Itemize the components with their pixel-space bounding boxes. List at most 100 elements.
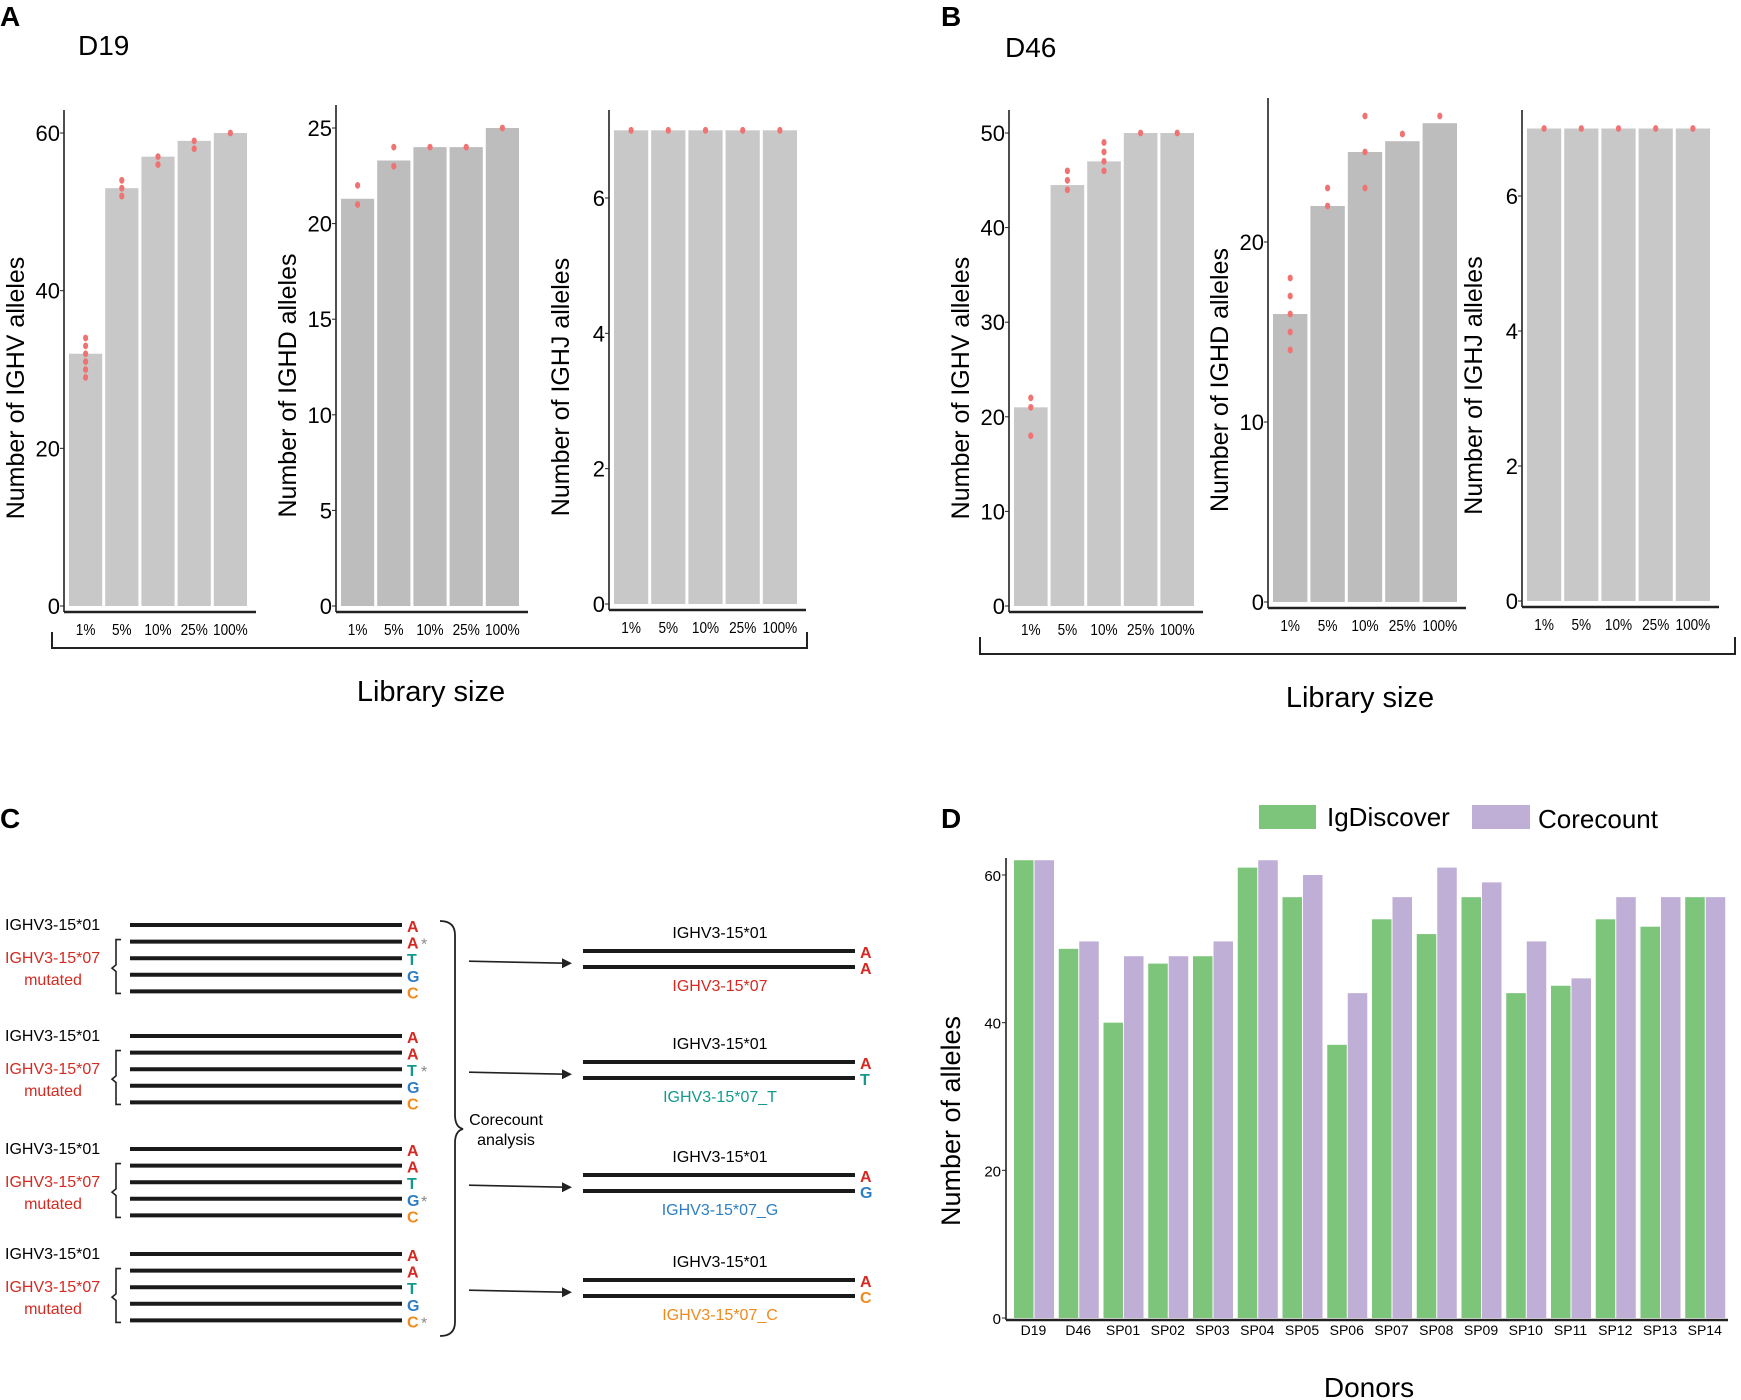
replicate-point [83, 334, 89, 342]
result-base: A [860, 945, 872, 962]
bar-100% [485, 128, 519, 606]
x-tick-label: D19 [1021, 1322, 1047, 1338]
chart-B-IGHV: 1% 5% 10% 25% 100% 0 10 20 30 40 50 Number of IGHV … [947, 110, 1203, 639]
x-tick-label: 5% [658, 620, 678, 637]
replicate-point [1287, 346, 1293, 354]
replicate-point [119, 184, 125, 192]
bar-corecount-SP01 [1124, 956, 1144, 1318]
replicate-point [1615, 125, 1622, 132]
base-T: T [407, 1176, 417, 1193]
y-tick-label: 0 [48, 594, 60, 619]
bar-corecount-SP02 [1168, 956, 1189, 1318]
bar-100% [1422, 123, 1457, 602]
x-tick-label: 10% [144, 622, 171, 639]
panel-a-xlabel: Library size [357, 676, 505, 708]
result-novel-allele-label: IGHV3-15*07 [672, 978, 767, 995]
bar-igdiscover-SP03 [1193, 956, 1213, 1318]
y-tick-label: 20 [984, 1163, 1001, 1180]
replicate-point [191, 137, 197, 145]
mutated-note: mutated [24, 1301, 82, 1318]
x-tick-label: SP09 [1464, 1322, 1498, 1338]
replicate-point [1287, 310, 1293, 318]
x-tick-label: 100% [763, 620, 798, 637]
bar-10% [1601, 128, 1636, 601]
replicate-point [1399, 130, 1405, 138]
base-A: A [407, 1265, 419, 1282]
result-novel-allele-label: IGHV3-15*07_T [663, 1089, 777, 1106]
bar-5% [1564, 128, 1599, 601]
replicate-point [391, 162, 397, 170]
replicate-point [740, 126, 746, 134]
x-tick-label: SP06 [1330, 1322, 1364, 1338]
result-reference-label: IGHV3-15*01 [672, 1036, 767, 1053]
replicate-point [83, 350, 89, 358]
base-A: A [407, 1030, 419, 1047]
x-tick-label: SP02 [1151, 1322, 1185, 1338]
bar-10% [1347, 152, 1383, 602]
mutated-allele-label: IGHV3-15*07 [5, 1061, 100, 1078]
x-tick-label: 10% [1090, 622, 1117, 639]
bar-100% [1675, 128, 1710, 601]
replicate-point [1028, 432, 1034, 440]
replicate-point [1578, 125, 1584, 132]
base-A: A [407, 1248, 419, 1265]
chart-A-IGHD: 1% 5% 10% 25% 100% 0 5 10 15 20 25 Number of IGHD a… [274, 105, 528, 639]
result-base: T [860, 1072, 870, 1089]
replicate-point [1362, 148, 1368, 156]
bar-igdiscover-SP13 [1640, 926, 1660, 1318]
bar-100% [213, 133, 247, 606]
y-tick-label: 10 [308, 403, 332, 428]
bar-25% [1385, 141, 1420, 602]
replicate-point [1653, 125, 1659, 132]
replicate-point [1174, 129, 1180, 137]
x-tick-label: SP13 [1643, 1322, 1677, 1338]
y-axis-label: Number of alleles [936, 1016, 966, 1226]
y-tick-label: 20 [308, 212, 332, 237]
base-C: C [407, 1209, 419, 1226]
replicate-point [702, 126, 709, 134]
x-tick-label: SP12 [1598, 1322, 1632, 1338]
bar-5% [105, 188, 139, 606]
panel-d-letter: D [941, 803, 961, 834]
result-base: C [860, 1290, 872, 1307]
y-tick-label: 30 [981, 310, 1005, 335]
replicate-point [355, 181, 361, 189]
result-reference-label: IGHV3-15*01 [672, 925, 767, 942]
bar-25% [449, 147, 483, 606]
arrow-head-icon [562, 958, 572, 969]
y-tick-label: 60 [36, 121, 60, 146]
bar-1% [614, 130, 649, 605]
y-tick-label: 40 [36, 279, 60, 304]
mutated-reads-brace [110, 938, 121, 995]
mutated-reads-brace [110, 1162, 121, 1219]
base-T: T [407, 1281, 417, 1298]
replicate-point [1064, 186, 1070, 194]
bar-corecount-SP05 [1303, 875, 1323, 1318]
replicate-point [1064, 167, 1070, 175]
bar-25% [725, 130, 760, 605]
y-axis-label: Number of IGHV alleles [2, 257, 30, 520]
replicate-point [83, 358, 89, 366]
x-tick-label: SP04 [1240, 1322, 1274, 1338]
panel-b-bracket [979, 637, 1736, 655]
replicate-point [1101, 148, 1107, 156]
x-tick-label: SP07 [1374, 1322, 1408, 1338]
x-tick-label: 5% [1571, 617, 1591, 634]
replicate-point [355, 201, 361, 208]
base-G: G [407, 1298, 419, 1315]
arrow-head-icon [562, 1182, 572, 1193]
x-tick-label: 5% [1318, 618, 1338, 635]
replicate-point [119, 192, 125, 200]
mutation-star: * [421, 1315, 427, 1332]
bar-100% [1160, 133, 1194, 606]
replicate-point [1028, 403, 1034, 411]
bar-1% [1273, 314, 1308, 602]
bar-corecount-SP13 [1661, 897, 1681, 1318]
x-tick-label: 10% [692, 620, 719, 637]
y-tick-label: 40 [984, 1016, 1001, 1033]
panel-a-donor-title: D19 [78, 30, 129, 61]
base-T: T [407, 952, 417, 969]
